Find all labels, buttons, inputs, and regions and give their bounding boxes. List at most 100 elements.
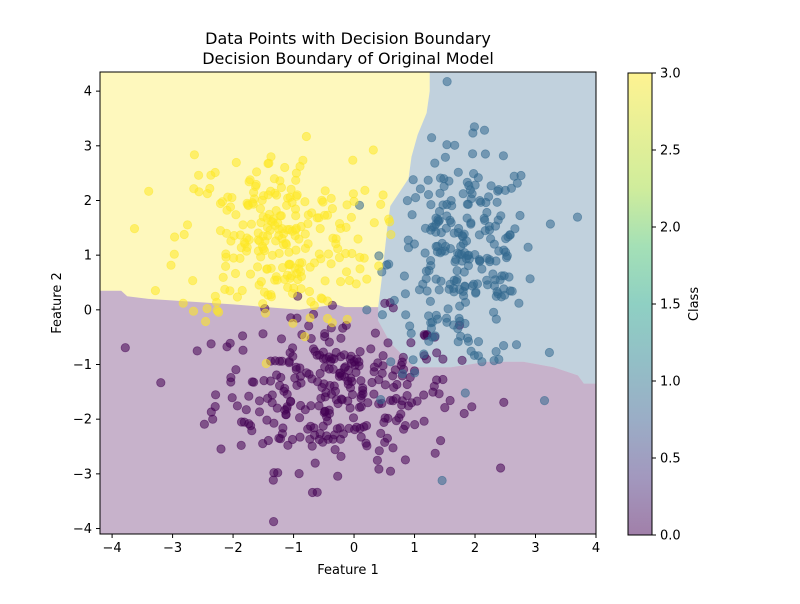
data-point-class-0 (268, 475, 278, 485)
data-point-class-3 (326, 259, 336, 269)
data-point-class-1 (397, 369, 408, 379)
data-point-class-0 (254, 407, 265, 417)
data-point-class-3 (344, 275, 355, 286)
data-point-class-0 (339, 350, 349, 360)
data-point-class-3 (232, 292, 242, 302)
data-point-class-3 (300, 229, 310, 239)
data-point-class-1 (544, 347, 555, 358)
data-point-class-3 (322, 210, 333, 220)
data-point-class-0 (499, 397, 509, 407)
data-point-class-0 (333, 471, 343, 481)
data-point-class-1 (430, 331, 440, 341)
data-point-class-3 (246, 219, 256, 229)
data-point-class-1 (506, 183, 516, 193)
data-point-class-3 (369, 218, 379, 228)
data-point-class-1 (424, 265, 434, 276)
data-point-class-1 (448, 320, 459, 330)
data-points (120, 77, 583, 527)
data-point-class-0 (361, 420, 372, 431)
data-point-class-1 (402, 196, 412, 206)
data-point-class-0 (310, 458, 320, 468)
chart-title: Data Points with Decision Boundary (205, 29, 491, 48)
data-point-class-3 (230, 268, 241, 279)
data-point-class-1 (426, 200, 436, 210)
data-point-class-0 (336, 394, 346, 404)
data-point-class-0 (267, 390, 277, 400)
data-point-class-3 (194, 187, 204, 197)
data-point-class-0 (225, 338, 235, 348)
data-point-class-0 (272, 403, 282, 413)
data-point-class-3 (188, 275, 198, 286)
x-axis: −4 −3 −2 −1 0 1 2 3 4 (103, 534, 600, 556)
data-point-class-1 (525, 274, 535, 284)
data-point-class-1 (501, 234, 511, 244)
data-point-class-1 (466, 346, 476, 356)
data-point-class-1 (435, 248, 445, 258)
colorbar-tick-label: 0.0 (660, 529, 681, 544)
data-point-class-0 (380, 380, 390, 390)
data-point-class-3 (266, 152, 276, 162)
data-point-class-3 (298, 155, 308, 165)
data-point-class-0 (388, 303, 398, 313)
data-point-class-3 (335, 276, 346, 287)
data-point-class-0 (336, 333, 346, 343)
data-point-class-0 (231, 365, 241, 375)
data-point-class-1 (419, 349, 429, 359)
data-point-class-3 (231, 210, 241, 220)
data-point-class-1 (425, 255, 436, 266)
data-point-class-0 (391, 416, 401, 426)
data-point-class-1 (415, 184, 425, 194)
data-point-class-3 (238, 220, 248, 230)
data-point-class-0 (343, 376, 353, 386)
data-point-class-1 (458, 189, 468, 199)
data-point-class-1 (400, 289, 410, 299)
data-point-class-1 (485, 255, 495, 265)
data-point-class-3 (202, 303, 212, 314)
data-point-class-3 (229, 231, 239, 241)
data-point-class-1 (436, 276, 446, 286)
data-point-class-1 (410, 193, 421, 203)
data-point-class-1 (500, 247, 511, 257)
data-point-class-1 (401, 310, 411, 320)
data-point-class-3 (289, 283, 299, 293)
data-point-class-0 (419, 416, 429, 426)
data-point-class-0 (378, 361, 388, 371)
data-point-class-0 (316, 393, 326, 403)
x-tick-label: 2 (471, 541, 479, 556)
data-point-class-0 (306, 401, 316, 411)
data-point-class-1 (473, 336, 484, 347)
data-point-class-3 (225, 202, 236, 212)
data-point-class-1 (447, 201, 457, 211)
data-point-class-0 (372, 455, 382, 465)
data-point-class-1 (474, 230, 484, 240)
data-point-class-3 (335, 223, 346, 233)
colorbar-gradient (628, 73, 652, 535)
data-point-class-1 (377, 310, 387, 320)
data-point-class-3 (342, 314, 352, 324)
data-point-class-3 (346, 212, 356, 222)
data-point-class-3 (215, 226, 226, 236)
data-point-class-0 (377, 368, 387, 378)
data-point-class-1 (460, 318, 470, 329)
data-point-class-1 (374, 251, 384, 261)
data-point-class-1 (482, 275, 492, 285)
data-point-class-1 (405, 321, 415, 331)
data-point-class-1 (489, 239, 499, 249)
data-point-class-3 (303, 239, 313, 249)
data-point-class-1 (523, 242, 533, 252)
data-point-class-3 (300, 331, 310, 342)
data-point-class-0 (287, 343, 298, 353)
data-point-class-3 (237, 285, 247, 296)
data-point-class-1 (408, 355, 418, 365)
data-point-class-0 (391, 393, 401, 404)
data-point-class-1 (362, 305, 372, 315)
colorbar-tick-label: 1.5 (660, 298, 681, 313)
data-point-class-3 (150, 285, 160, 296)
data-point-class-1 (461, 236, 472, 246)
data-point-class-1 (504, 272, 514, 282)
data-point-class-3 (256, 218, 266, 228)
data-point-class-3 (301, 131, 311, 142)
data-point-class-3 (318, 197, 328, 207)
